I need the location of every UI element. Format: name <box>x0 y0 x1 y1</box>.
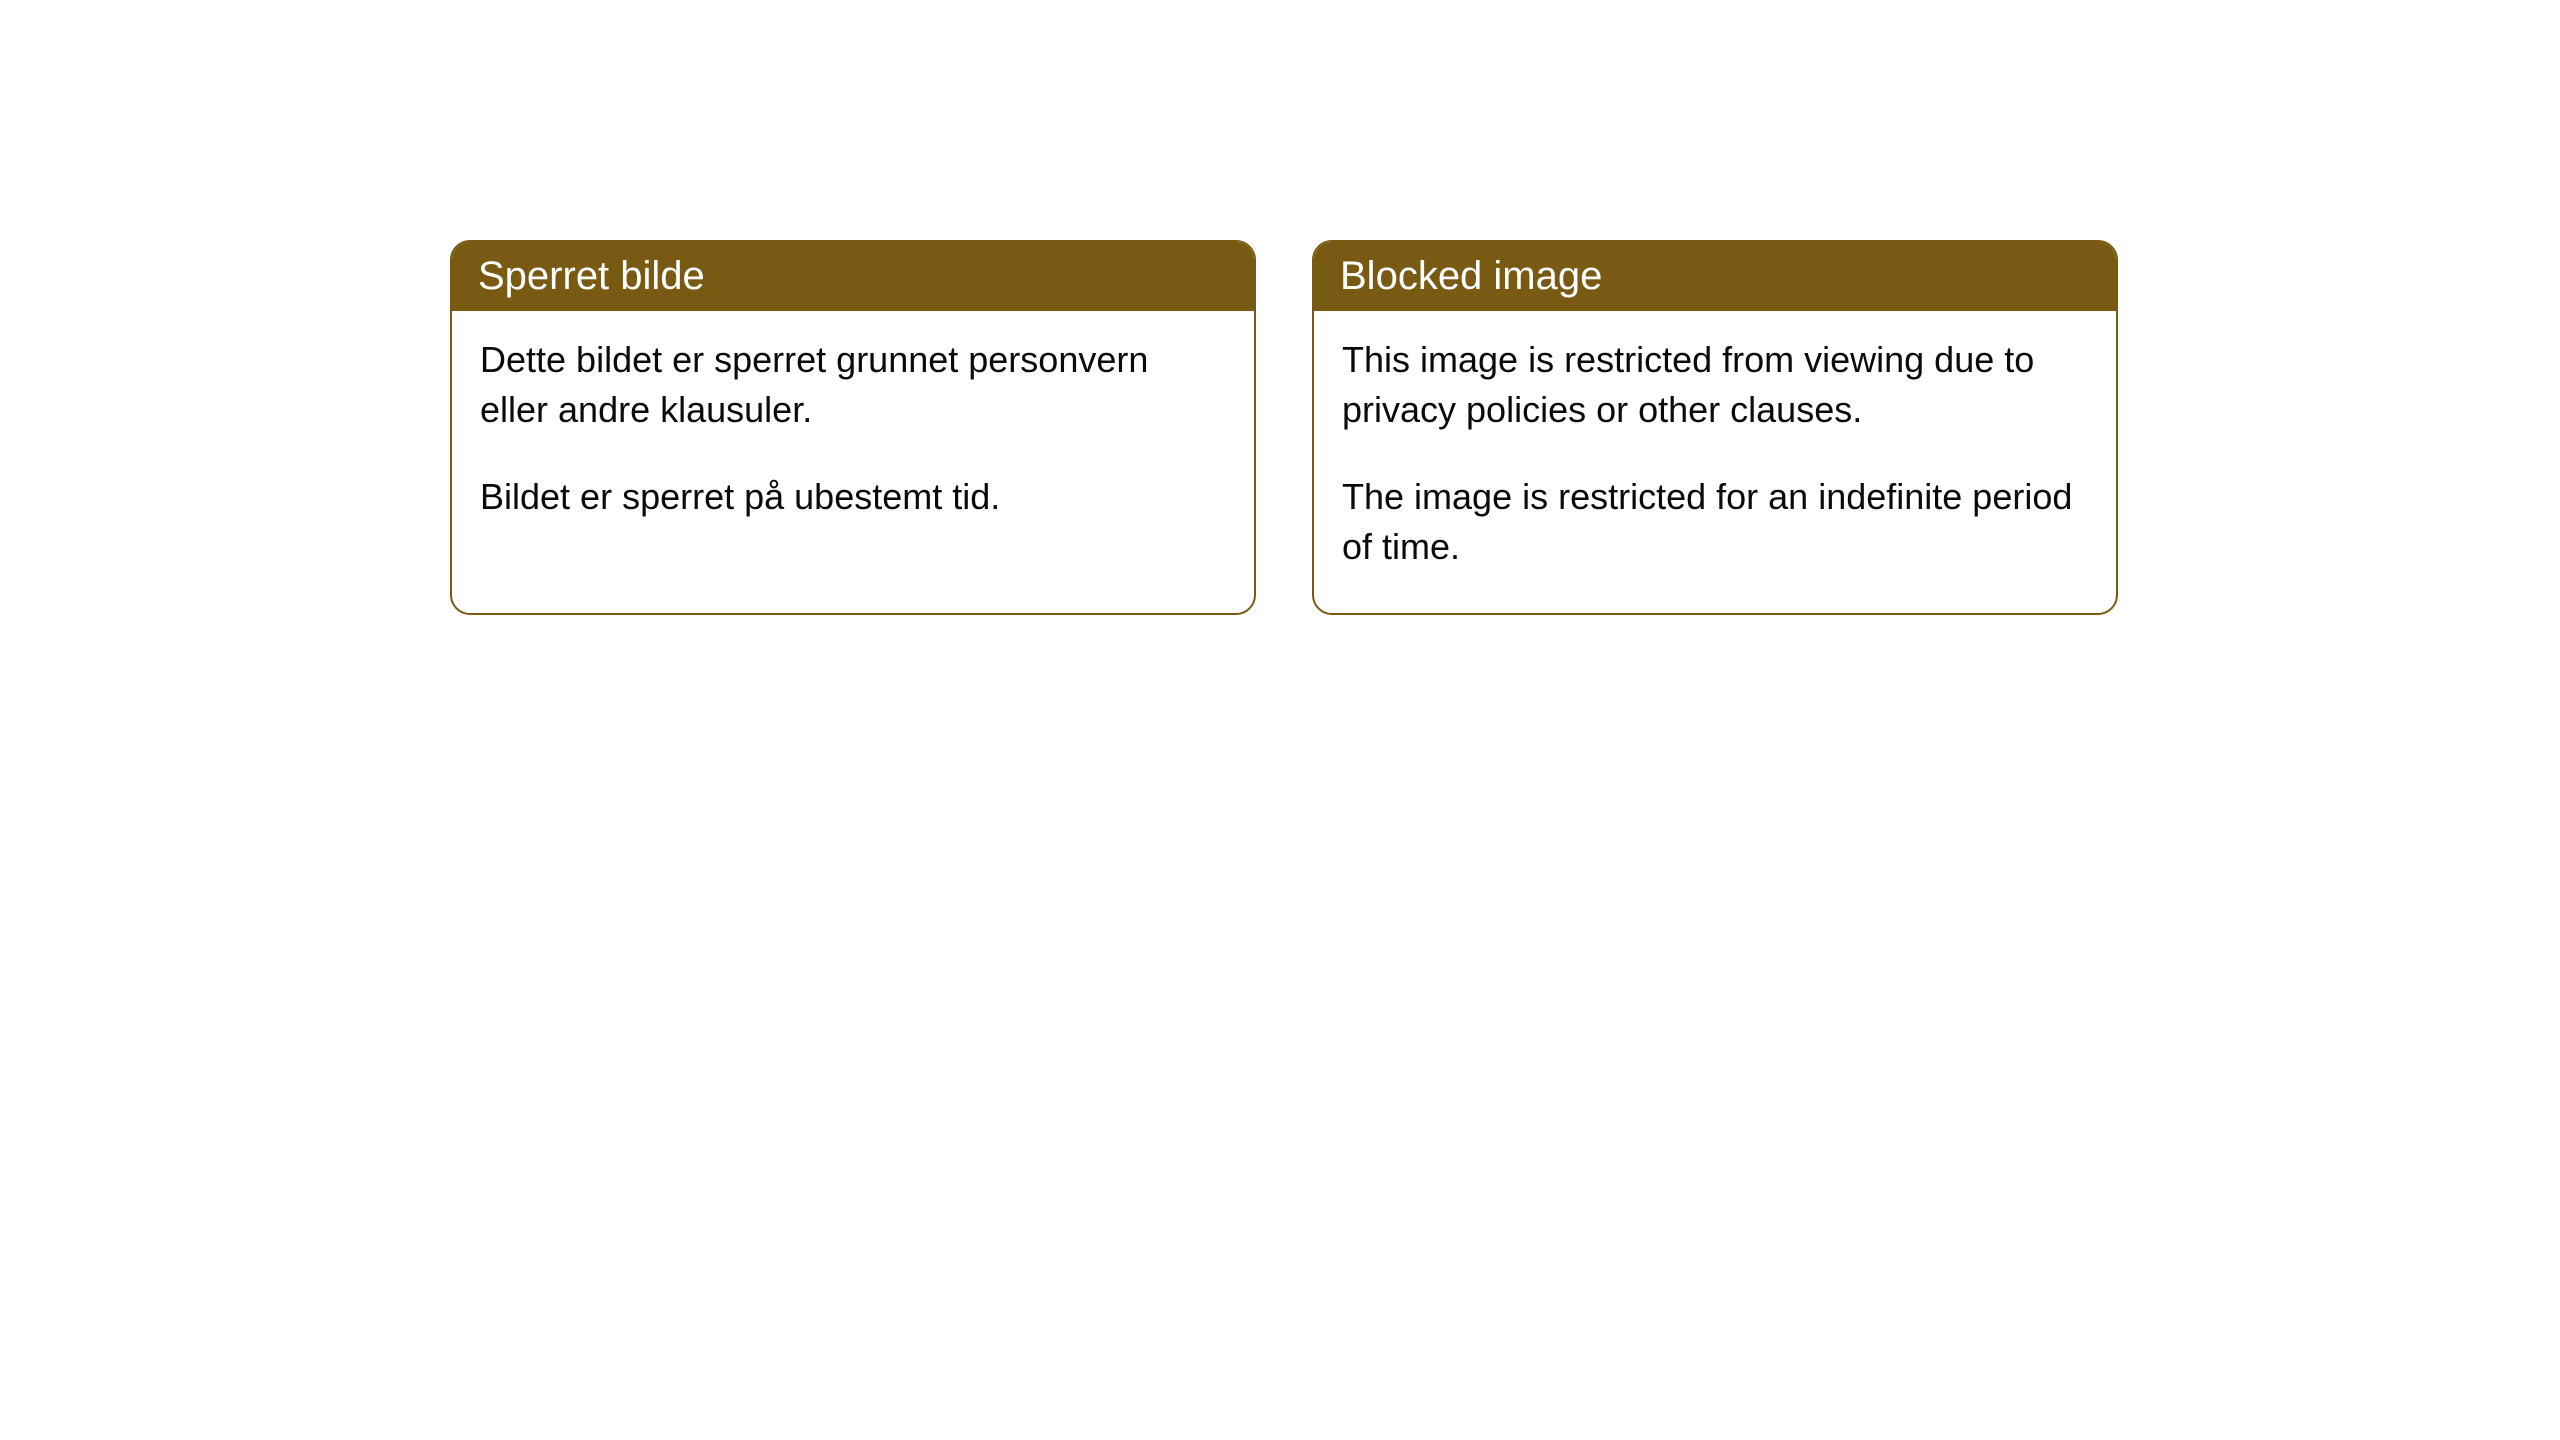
card-paragraph-2: The image is restricted for an indefinit… <box>1342 472 2088 573</box>
card-body: This image is restricted from viewing du… <box>1314 311 2116 613</box>
card-paragraph-1: Dette bildet er sperret grunnet personve… <box>480 335 1226 436</box>
card-paragraph-2: Bildet er sperret på ubestemt tid. <box>480 472 1226 522</box>
card-header: Sperret bilde <box>452 242 1254 311</box>
card-paragraph-1: This image is restricted from viewing du… <box>1342 335 2088 436</box>
notice-cards-container: Sperret bilde Dette bildet er sperret gr… <box>0 0 2560 615</box>
card-title: Blocked image <box>1340 254 1602 298</box>
card-body: Dette bildet er sperret grunnet personve… <box>452 311 1254 562</box>
blocked-image-card-english: Blocked image This image is restricted f… <box>1312 240 2118 615</box>
card-header: Blocked image <box>1314 242 2116 311</box>
blocked-image-card-norwegian: Sperret bilde Dette bildet er sperret gr… <box>450 240 1256 615</box>
card-title: Sperret bilde <box>478 254 705 298</box>
